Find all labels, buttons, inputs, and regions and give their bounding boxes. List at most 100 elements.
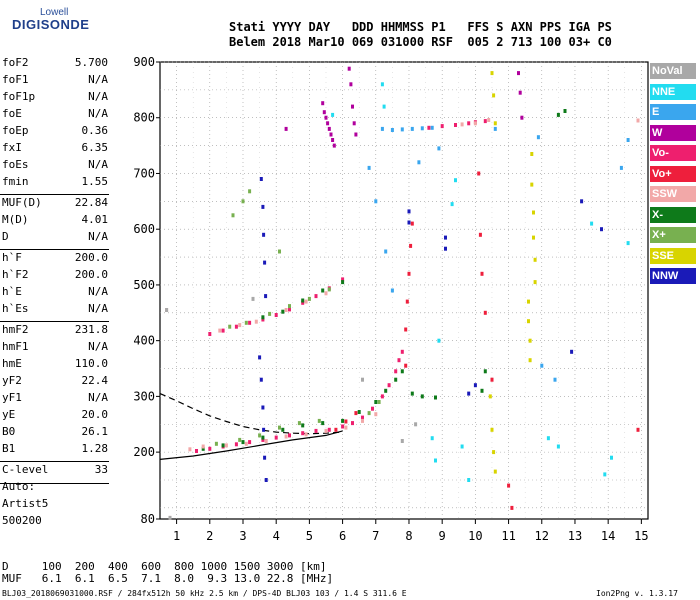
legend-item: Vo+ bbox=[650, 165, 696, 182]
echo-point-x- bbox=[278, 249, 281, 254]
param-value: 110.0 bbox=[74, 357, 108, 370]
echo-point-w bbox=[520, 115, 524, 120]
echo-point-x- bbox=[238, 437, 242, 442]
param-row: yF2 22.4 bbox=[2, 374, 108, 391]
echo-point-noval bbox=[400, 439, 404, 443]
param-separator bbox=[0, 321, 109, 322]
echo-point-sse bbox=[492, 450, 496, 455]
param-value: N/A bbox=[88, 158, 108, 171]
echo-point-noval bbox=[361, 377, 364, 382]
param-name: h`Es bbox=[2, 302, 29, 315]
param-row: h`F2 200.0 bbox=[2, 268, 108, 285]
y-tick-label: 800 bbox=[133, 111, 155, 125]
echo-point-nne bbox=[556, 444, 560, 449]
x-tick-label: 12 bbox=[535, 529, 549, 543]
echo-point-vo- bbox=[361, 415, 364, 420]
param-value: 200.0 bbox=[74, 268, 108, 281]
echo-point-vo- bbox=[248, 440, 252, 445]
echo-point-x- bbox=[288, 304, 291, 309]
x-tick-label: 6 bbox=[339, 529, 346, 543]
echo-point-vo- bbox=[301, 300, 305, 305]
echo-point-w bbox=[324, 115, 328, 120]
echo-point-e bbox=[626, 138, 630, 142]
echo-point-x- bbox=[231, 213, 235, 218]
echo-point-sse bbox=[533, 280, 537, 285]
echo-point-nnw bbox=[444, 246, 447, 251]
echo-point-nnw bbox=[259, 377, 263, 382]
muf-value-row: MUF 6.1 6.1 6.5 7.1 8.0 9.3 13.0 22.8 [M… bbox=[2, 572, 334, 585]
echo-point-x- bbox=[483, 369, 487, 374]
echo-point-nne bbox=[467, 478, 471, 482]
param-value: 1.28 bbox=[81, 442, 109, 455]
param-row: h`F 200.0 bbox=[2, 251, 108, 268]
echo-point-sse bbox=[488, 394, 492, 399]
echo-point-nnw bbox=[580, 199, 584, 204]
echo-point-x- bbox=[258, 433, 262, 438]
echo-point-vo- bbox=[380, 394, 384, 399]
echo-point-noval bbox=[251, 296, 255, 301]
y-tick-label: 200 bbox=[133, 445, 155, 459]
echo-point-nnw bbox=[263, 260, 267, 265]
echo-point-sse bbox=[490, 71, 494, 76]
echo-point-nne bbox=[380, 82, 384, 87]
echo-point-sse bbox=[490, 427, 494, 432]
echo-point-w bbox=[517, 71, 520, 76]
param-row: C-level 33 bbox=[2, 463, 108, 480]
echo-point-vo- bbox=[274, 313, 278, 317]
param-value: 26.1 bbox=[81, 425, 109, 438]
legend-item: SSW bbox=[650, 186, 696, 202]
param-name: foEs bbox=[2, 158, 29, 171]
echo-point-vo- bbox=[288, 433, 291, 438]
param-separator bbox=[0, 249, 109, 250]
echo-point-sse bbox=[528, 338, 532, 343]
param-row: B0 26.1 bbox=[2, 425, 108, 442]
echo-point-vo- bbox=[195, 449, 198, 453]
echo-point-nne bbox=[610, 455, 613, 460]
legend-item: NNW bbox=[650, 268, 696, 284]
echo-point-nnw bbox=[258, 355, 262, 360]
echo-point-x- bbox=[357, 410, 361, 414]
param-value: 200.0 bbox=[74, 251, 108, 264]
echo-point-x- bbox=[420, 394, 424, 399]
echo-point-nne bbox=[603, 472, 607, 477]
y-tick-label: 500 bbox=[133, 278, 155, 292]
echo-point-vo- bbox=[341, 424, 345, 429]
echo-point-sse bbox=[530, 182, 534, 187]
echo-point-w bbox=[351, 104, 354, 109]
echo-point-sse bbox=[492, 93, 496, 98]
echo-point-x- bbox=[410, 391, 414, 396]
echo-point-vo- bbox=[248, 320, 252, 325]
param-value: N/A bbox=[88, 340, 108, 353]
param-name: h`F2 bbox=[2, 268, 29, 281]
echo-point-nnw bbox=[264, 478, 268, 482]
x-tick-label: 2 bbox=[206, 529, 213, 543]
param-row: hmF1 N/A bbox=[2, 340, 108, 357]
echo-point-vo- bbox=[507, 483, 511, 488]
echo-point-x- bbox=[307, 296, 311, 301]
param-row: foF2 5.700 bbox=[2, 56, 108, 73]
echo-point-e bbox=[420, 126, 424, 131]
echo-point-ssw bbox=[374, 412, 378, 417]
echo-point-x- bbox=[241, 440, 245, 445]
echo-point-nnw bbox=[467, 391, 471, 396]
param-name: fmin bbox=[2, 175, 29, 188]
echo-point-w bbox=[322, 110, 326, 115]
x-tick-label: 4 bbox=[273, 529, 280, 543]
echo-point-nne bbox=[437, 338, 441, 343]
echo-point-e bbox=[493, 126, 497, 131]
echo-point-sse bbox=[532, 235, 535, 240]
param-value: 22.4 bbox=[81, 374, 109, 387]
param-row: foEp 0.36 bbox=[2, 124, 108, 141]
echo-point-ssw bbox=[361, 418, 364, 423]
plot-frame bbox=[159, 61, 649, 520]
y-tick-label: 400 bbox=[133, 334, 155, 348]
x-tick-label: 7 bbox=[372, 529, 379, 543]
param-row: foEs N/A bbox=[2, 158, 108, 175]
echo-point-e bbox=[390, 288, 394, 293]
echo-point-vo- bbox=[636, 427, 640, 432]
echo-point-w bbox=[347, 66, 351, 71]
echo-point-sse bbox=[532, 210, 535, 215]
echo-point-x- bbox=[394, 377, 398, 382]
echo-point-vo- bbox=[397, 358, 401, 363]
